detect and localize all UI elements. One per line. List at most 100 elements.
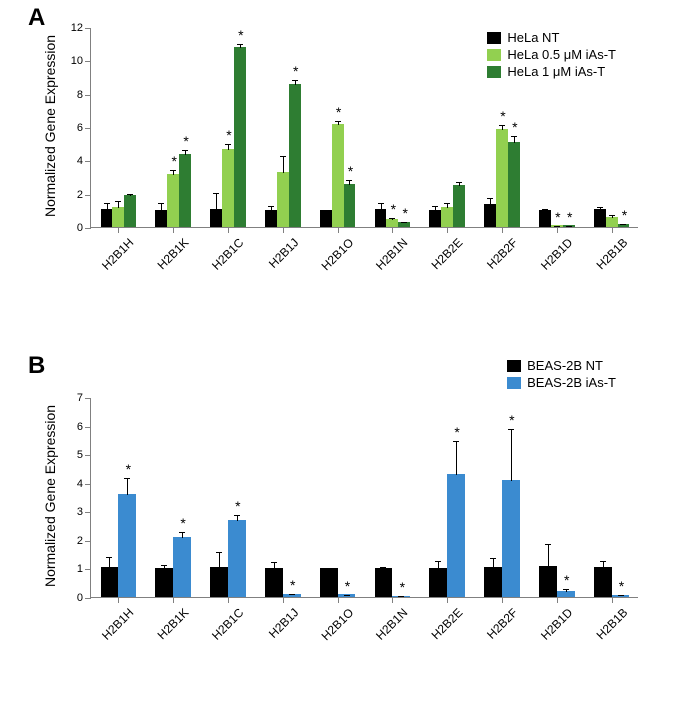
error-cap <box>490 558 496 559</box>
error-cap <box>271 562 277 563</box>
error-cap <box>127 194 133 195</box>
bar <box>508 142 520 227</box>
y-tick-label: 10 <box>71 55 83 67</box>
error-cap <box>292 80 298 81</box>
legend-item: HeLa NT <box>487 30 616 45</box>
error-bar <box>109 557 110 568</box>
bar <box>277 172 289 227</box>
legend-item: BEAS-2B iAs-T <box>507 375 616 390</box>
significance-marker: * <box>126 462 131 476</box>
significance-marker: * <box>290 578 295 592</box>
y-tick <box>85 455 91 456</box>
y-tick <box>85 95 91 96</box>
legend-item: HeLa 0.5 μM iAs-T <box>487 47 616 62</box>
x-tick-label: H2B2E <box>420 227 465 272</box>
bar <box>179 154 191 227</box>
y-tick <box>85 195 91 196</box>
panel-b-plot: 01234567H2B1H*H2B1K*H2B1C*H2B1J*H2B1O*H2… <box>90 398 638 598</box>
y-tick-label: 6 <box>77 421 83 433</box>
significance-marker: * <box>500 109 505 123</box>
bar <box>332 124 344 227</box>
error-cap <box>398 596 404 597</box>
legend-label: BEAS-2B iAs-T <box>527 375 616 390</box>
y-tick-label: 2 <box>77 535 83 547</box>
error-bar <box>438 561 439 570</box>
bar <box>539 566 557 597</box>
y-tick <box>85 228 91 229</box>
x-tick-label: H2B1D <box>529 597 575 643</box>
significance-marker: * <box>293 64 298 78</box>
x-tick-label: H2B1C <box>201 597 247 643</box>
bar <box>101 567 119 597</box>
y-tick <box>85 61 91 62</box>
error-cap <box>545 544 551 545</box>
error-bar <box>274 562 275 569</box>
x-tick-label: H2B1K <box>146 227 191 272</box>
y-tick-label: 12 <box>71 22 83 34</box>
error-cap <box>389 218 395 219</box>
legend-swatch <box>507 360 521 372</box>
error-cap <box>618 595 624 596</box>
bar <box>496 129 508 227</box>
error-cap <box>344 595 350 596</box>
error-cap <box>335 121 341 122</box>
bar <box>265 210 277 227</box>
significance-marker: * <box>336 105 341 119</box>
bar <box>594 209 606 227</box>
x-tick-label: H2B1J <box>257 227 301 271</box>
significance-marker: * <box>512 120 517 134</box>
significance-marker: * <box>348 164 353 178</box>
bar <box>429 568 447 597</box>
bar <box>222 149 234 227</box>
y-tick-label: 0 <box>77 222 83 234</box>
error-cap <box>508 429 514 430</box>
y-tick <box>85 128 91 129</box>
error-cap <box>456 182 462 183</box>
significance-marker: * <box>555 210 560 224</box>
x-tick-label: H2B1O <box>310 597 356 643</box>
y-tick <box>85 28 91 29</box>
error-cap <box>453 441 459 442</box>
bar <box>112 207 124 227</box>
error-cap <box>170 170 176 171</box>
error-cap <box>234 515 240 516</box>
x-tick-label: H2B1H <box>91 227 137 273</box>
legend-swatch <box>507 377 521 389</box>
y-tick-label: 4 <box>77 478 83 490</box>
significance-marker: * <box>171 154 176 168</box>
error-cap <box>499 125 505 126</box>
error-cap <box>216 552 222 553</box>
error-cap <box>542 209 548 210</box>
x-tick-label: H2B1H <box>91 597 137 643</box>
error-bar <box>456 441 457 475</box>
error-cap <box>124 478 130 479</box>
bar <box>594 567 612 597</box>
error-cap <box>289 594 295 595</box>
error-cap <box>115 201 121 202</box>
legend-swatch <box>487 32 501 44</box>
y-tick <box>85 541 91 542</box>
error-cap <box>435 561 441 562</box>
panel-b-label: B <box>28 352 45 380</box>
error-cap <box>161 565 167 566</box>
error-cap <box>104 203 110 204</box>
significance-marker: * <box>238 28 243 42</box>
x-tick-label: H2B1D <box>529 227 575 273</box>
x-tick-label: H2B1K <box>146 597 191 642</box>
error-cap <box>268 206 274 207</box>
error-cap <box>554 226 560 227</box>
bar <box>155 568 173 597</box>
bar <box>228 520 246 597</box>
bar <box>502 480 520 597</box>
x-tick-label: H2B2F <box>476 597 521 642</box>
bar <box>375 209 387 227</box>
legend-label: HeLa 0.5 μM iAs-T <box>507 47 616 62</box>
legend-label: HeLa 1 μM iAs-T <box>507 64 605 79</box>
error-cap <box>179 532 185 533</box>
x-tick-label: H2B1O <box>310 227 356 273</box>
error-cap <box>401 222 407 223</box>
significance-marker: * <box>509 413 514 427</box>
y-tick <box>85 569 91 570</box>
error-bar <box>511 429 512 480</box>
y-tick-label: 8 <box>77 89 83 101</box>
